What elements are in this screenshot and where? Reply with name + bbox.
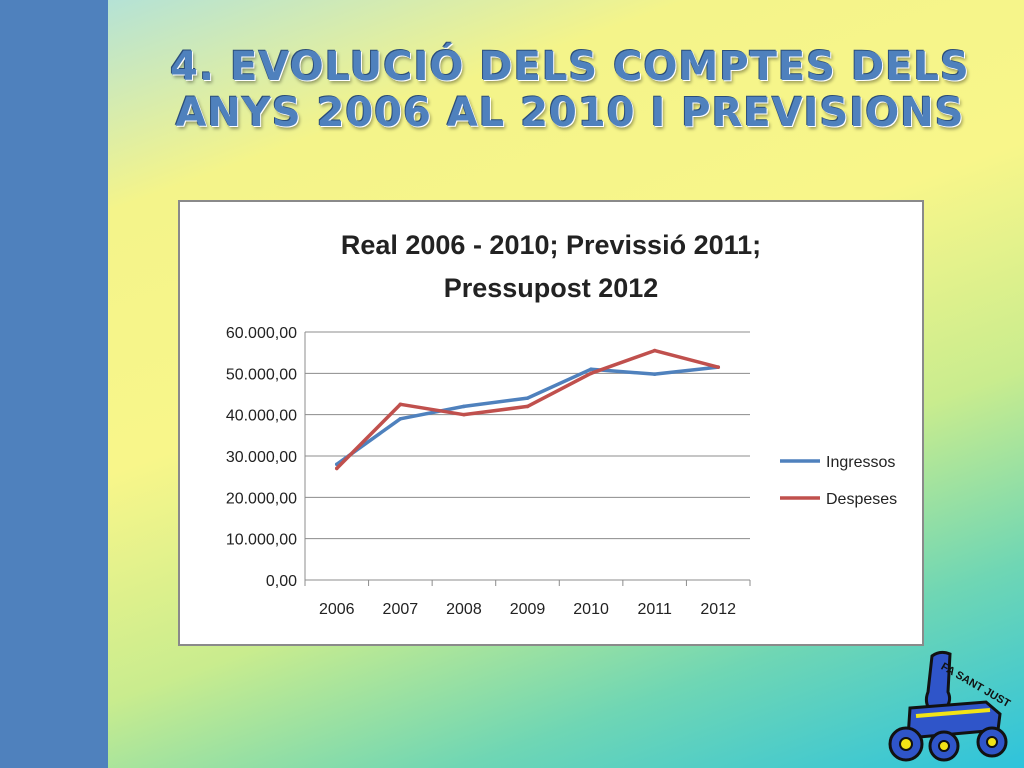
data-point-ingressos <box>525 396 530 400</box>
legend-label-ingressos: Ingressos <box>826 454 895 471</box>
series-line-ingressos <box>335 365 720 467</box>
data-point-ingressos <box>589 367 593 371</box>
chart-container: Real 2006 - 2010; Previssió 2011; Pressu… <box>178 200 924 646</box>
y-tick-label: 30.000,00 <box>226 449 297 466</box>
data-point-despeses <box>398 402 403 407</box>
data-point-despeses <box>589 371 593 376</box>
y-tick-label: 60.000,00 <box>226 325 297 342</box>
data-point-despeses <box>525 404 530 409</box>
data-point-despeses <box>334 466 339 471</box>
x-tick-label: 2012 <box>700 601 736 618</box>
data-point-despeses <box>652 348 657 353</box>
y-tick-label: 50.000,00 <box>226 366 297 383</box>
slide-title: 4. Evolució dels comptes dels anys 2006 … <box>140 44 1000 136</box>
data-point-ingressos <box>652 372 657 376</box>
slide-title-line-1: 4. Evolució dels comptes dels <box>170 44 970 90</box>
series-line-despeses <box>335 348 720 471</box>
x-tick-label: 2007 <box>383 601 419 618</box>
x-tick-label: 2006 <box>319 601 355 618</box>
y-tick-label: 20.000,00 <box>226 490 297 507</box>
chart-title-line-2: Pressupost 2012 <box>444 273 659 303</box>
x-tick-label: 2010 <box>573 601 609 618</box>
chart-title-line-1: Real 2006 - 2010; Previssió 2011; <box>341 230 761 260</box>
x-tick-label: 2009 <box>510 601 546 618</box>
data-point-ingressos <box>462 404 466 409</box>
x-tick-label: 2011 <box>637 601 672 618</box>
y-tick-label: 10.000,00 <box>226 532 297 549</box>
x-tick-label: 2008 <box>446 601 482 618</box>
data-point-despeses <box>716 365 721 369</box>
side-bar <box>0 0 108 768</box>
school-logo: FA SANT JUST <box>888 650 1012 762</box>
y-tick-label: 0,00 <box>266 573 297 590</box>
slide-title-line-2: anys 2006 al 2010 i previsions <box>175 90 965 136</box>
data-point-despeses <box>462 412 466 417</box>
data-point-ingressos <box>398 417 403 421</box>
y-tick-label: 40.000,00 <box>226 408 297 425</box>
line-chart: Real 2006 - 2010; Previssió 2011; Pressu… <box>226 230 897 618</box>
legend-label-despeses: Despeses <box>826 491 897 508</box>
